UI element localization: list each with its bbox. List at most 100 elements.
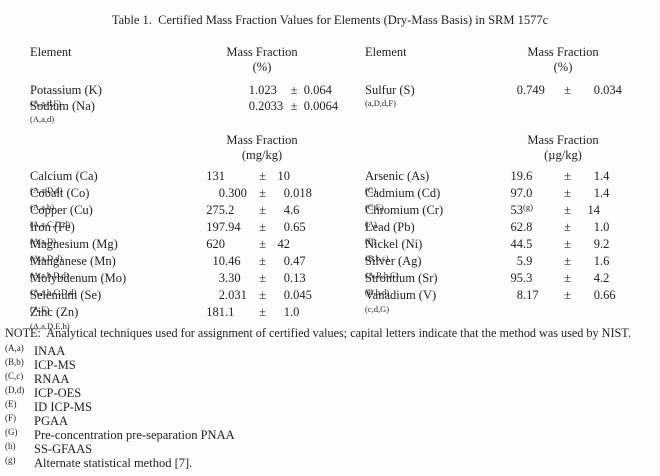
mgkg-header: Mass Fraction (mg/kg) [30, 133, 345, 163]
footnote-text: ICP-OES [34, 386, 82, 400]
uncertainty-integer: 0 [303, 99, 310, 113]
element-label: Arsenic (As) (C) [365, 168, 505, 194]
table-row: Chromium (Cr) (A) 53 ± 14 [365, 202, 640, 228]
table-row: Sulfur (S) (a,D,d,F) 0 .749 ± 0 .034 [365, 82, 640, 107]
value-fraction: .2 [225, 203, 235, 217]
value-fraction: .300 [225, 186, 247, 200]
element-label: Silver (Ag) (A,B,b,C) [365, 253, 505, 279]
value-integer: 0 [516, 83, 523, 97]
mass-fraction-label: Mass Fraction [527, 133, 599, 147]
method-superscript: (c,d,G) [365, 304, 390, 314]
value-fraction: .0 (g) [523, 186, 533, 212]
percent-left-rows: Potassium (K) (A,a,d,F) 1 .023 ± 0 .064 S… [30, 82, 345, 123]
value-integer: 197 [206, 220, 225, 234]
method-superscript: (B,b,c) [365, 253, 389, 263]
element-label: Vanadium (V) (c,d,G) [365, 287, 505, 313]
table-row: Lead (Pb) (E) 62 .8 ± 1 .0 [365, 219, 640, 245]
value-fraction: .6 [523, 169, 533, 183]
table-row: Sodium (Na) (A,a,d) 0 .2033 ± 0 .0064 [30, 98, 345, 123]
footnote-marker: (G) [5, 427, 18, 437]
value-fraction: .94 [225, 220, 241, 234]
element-name: Potassium (K) [30, 83, 102, 97]
unit-ugkg-label: (µg/kg) [544, 148, 582, 162]
uncertainty-fraction: .0064 [310, 99, 339, 113]
footnote-item: (C,c) RNAA [5, 371, 655, 386]
element-label: Molybdenum (Mo) (A,a,b,C,D,d) [30, 270, 205, 296]
unit-percent-label: (%) [553, 60, 573, 74]
method-superscript: (a,D,d,F) [365, 98, 396, 108]
method-superscript: (A,E) [30, 304, 50, 314]
percent-right-header: Element Mass Fraction (%) [365, 45, 640, 75]
method-superscript: (C,E) [365, 202, 384, 212]
uncertainty-fraction [290, 168, 345, 185]
percent-right-half: Element Mass Fraction (%) Sulfur (S) (a,D… [365, 45, 640, 107]
value-fraction [523, 202, 558, 219]
percent-section: Element Mass Fraction (%) Potassium (K)(… [30, 45, 640, 123]
footnote-marker: (C,c) [5, 371, 24, 381]
footnote-text: RNAA [34, 372, 70, 386]
plus-minus-sign: ± [564, 83, 571, 97]
footnote-text: ICP-MS [34, 358, 76, 372]
uncertainty-fraction: .0 [600, 220, 610, 234]
value-integer: 53 [510, 203, 524, 217]
uncertainty-integer: 0 [593, 83, 600, 97]
method-superscript: (A) [365, 219, 377, 229]
value-integer: 97 [510, 186, 524, 200]
plus-minus-sign: ± [259, 203, 266, 217]
uncertainty-fraction: .13 [290, 271, 306, 285]
uncertainty-fraction: .65 [290, 220, 306, 234]
value-integer: 0 [218, 186, 225, 200]
method-superscript: (A,a,b) [30, 202, 55, 212]
element-label: Selenium (Se) (A,E) [30, 287, 205, 313]
mass-fraction-label: Mass Fraction [226, 45, 298, 59]
table-row: Arsenic (As) (C) 19 .6 ± 1 .4 [365, 168, 640, 194]
element-name: Strontium (Sr) [365, 271, 438, 285]
mass-fraction-column-header: Mass Fraction (µg/kg) [498, 133, 628, 163]
uncertainty-integer: 1 [593, 220, 600, 234]
element-name: Magnesium (Mg) [30, 237, 118, 251]
value-fraction: .749 [523, 83, 545, 97]
uncertainty-integer: 4 [593, 271, 600, 285]
plus-minus-sign: ± [564, 288, 571, 302]
element-label: Iron (Fe) (A,a,D) [30, 219, 205, 245]
note-text: NOTE: Analytical techniques used for ass… [5, 326, 631, 340]
uncertainty-integer: 0 [283, 288, 290, 302]
method-superscript: (A,a,D,E,h) [30, 321, 70, 331]
uncertainty-fraction [290, 236, 345, 253]
uncertainty-integer: 0 [593, 288, 600, 302]
uncertainty-integer: 0 [283, 254, 290, 268]
plus-minus-sign: ± [259, 186, 266, 200]
value-integer: 275 [206, 203, 225, 217]
mass-fraction-label: Mass Fraction [226, 133, 298, 147]
method-superscript: (A,a,d) [30, 114, 55, 124]
uncertainty-fraction: .0 [290, 305, 300, 319]
element-name: Sulfur (S) [365, 83, 415, 97]
element-name: Chromium (Cr) [365, 203, 444, 217]
plus-minus-sign: ± [290, 83, 298, 97]
uncertainty-integer: 42 [277, 237, 291, 251]
table-row: Strontium (Sr) (B,b,d) 95 .3 ± 4 .2 [365, 270, 640, 296]
uncertainty-fraction: .4 [600, 186, 610, 200]
uncertainty-integer: 1 [593, 169, 600, 183]
footnote-item: (B,b) ICP-MS [5, 357, 655, 372]
uncertainty-integer: 4 [283, 203, 290, 217]
value-superscript: (g) [523, 202, 533, 212]
uncertainty-fraction [600, 202, 640, 219]
footnote-text: PGAA [34, 414, 69, 428]
uncertainty-integer: 1 [593, 186, 600, 200]
element-name: Copper (Cu) [30, 203, 93, 217]
footnote-marker: (A,a) [5, 343, 24, 353]
footnote-marker: (g) [5, 455, 16, 465]
plus-minus-sign: ± [259, 305, 266, 319]
uncertainty-fraction: .045 [290, 288, 312, 302]
element-label: Calcium (Ca) (A,a,D,d) [30, 168, 205, 194]
value-fraction [225, 168, 255, 185]
method-superscript: (A,a,d,F) [30, 98, 61, 108]
footnote-item: (h) SS-GFAAS [5, 441, 655, 456]
plus-minus-sign: ± [564, 271, 571, 285]
table-row: Manganese (Mn) (A,a,b,D,d) 10 .46 ± 0 .47 [30, 253, 345, 279]
element-name: Iron (Fe) [30, 220, 75, 234]
plus-minus-sign: ± [259, 288, 266, 302]
footnote-item: (A,a) INAA [5, 343, 655, 358]
